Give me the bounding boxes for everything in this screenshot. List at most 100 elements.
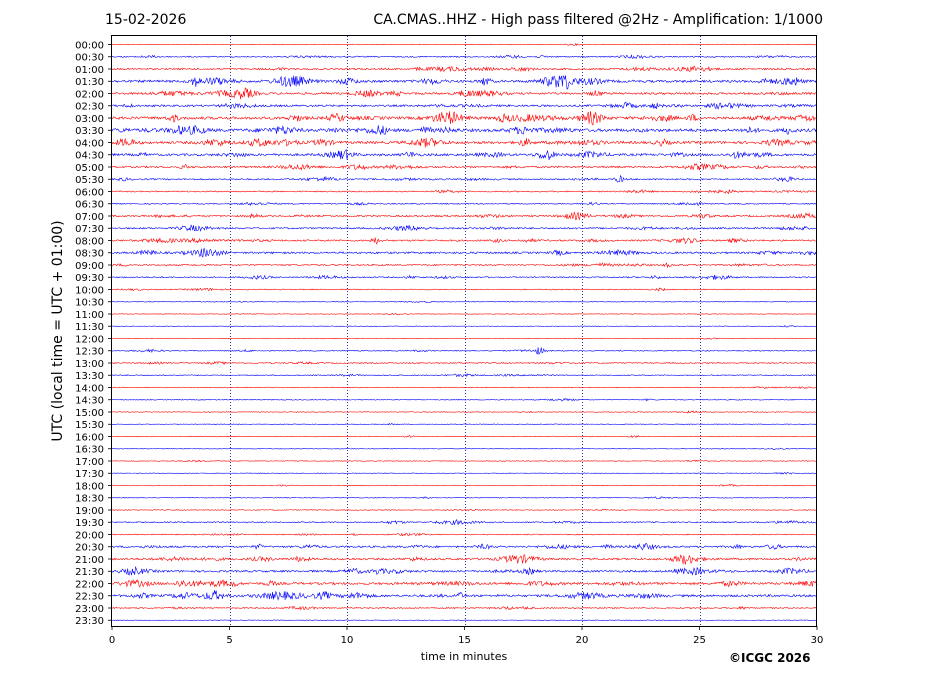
trace-row-2130	[111, 566, 818, 576]
trace-row-1730	[111, 471, 818, 475]
y-tick-label: 23:30	[75, 616, 104, 627]
trace-row-0030	[111, 53, 818, 60]
trace-row-0400	[111, 137, 818, 148]
y-tick-label: 23:00	[75, 604, 104, 615]
x-tick-label: 20	[576, 635, 589, 646]
y-tick-label: 05:00	[75, 163, 104, 174]
trace-row-1830	[111, 496, 818, 500]
y-tick-label: 17:30	[75, 469, 104, 480]
y-tick-label: 12:30	[75, 347, 104, 358]
y-tick-label: 11:30	[75, 322, 104, 333]
y-tick-label: 15:30	[75, 420, 104, 431]
y-tick-label: 01:00	[75, 65, 104, 76]
trace-row-1030	[111, 300, 818, 303]
trace-row-0730	[111, 224, 818, 232]
y-tick-label: 15:00	[75, 408, 104, 419]
x-tick-label: 25	[693, 635, 706, 646]
trace-row-1400	[112, 386, 818, 389]
trace-row-1630	[111, 447, 818, 451]
trace-row-0800	[111, 237, 818, 245]
y-tick-label: 03:00	[75, 114, 104, 125]
trace-row-1300	[111, 361, 818, 365]
y-tick-label: 09:00	[75, 261, 104, 272]
y-tick-label: 00:30	[75, 53, 104, 64]
trace-row-2330	[111, 619, 818, 622]
y-tick-label: 06:30	[75, 200, 104, 211]
y-tick-label: 17:00	[75, 457, 104, 468]
plot-frame	[111, 35, 817, 627]
credit-label: ©ICGC 2026	[729, 651, 811, 665]
station-title: CA.CMAS..HHZ - High pass filtered @2Hz -…	[373, 12, 823, 28]
y-tick-label: 12:00	[75, 334, 104, 345]
trace-row-0530	[111, 174, 818, 183]
y-tick-label: 18:30	[75, 494, 104, 505]
y-tick-label: 03:30	[75, 126, 104, 137]
y-tick-label: 04:00	[75, 138, 104, 149]
y-tick-label: 09:30	[75, 273, 104, 284]
trace-rows	[111, 42, 818, 622]
y-tick-label: 10:00	[75, 285, 104, 296]
y-tick-label: 11:00	[75, 310, 104, 321]
trace-row-0300	[111, 111, 818, 126]
y-tick-label: 01:30	[75, 77, 104, 88]
trace-row-0630	[111, 201, 818, 207]
trace-row-0600	[111, 189, 818, 195]
y-tick-label: 07:30	[75, 224, 104, 235]
trace-row-0900	[111, 262, 818, 269]
trace-row-1000	[111, 287, 818, 292]
y-tick-label: 14:00	[75, 383, 104, 394]
trace-row-1230	[111, 347, 818, 355]
y-tick-label: 10:30	[75, 298, 104, 309]
y-tick-label: 20:30	[75, 543, 104, 554]
x-tick-label: 15	[458, 635, 471, 646]
trace-row-1900	[111, 508, 818, 512]
x-tick-label: 30	[811, 635, 824, 646]
y-tick-label: 18:00	[75, 481, 104, 492]
x-axis-label: time in minutes	[421, 650, 508, 663]
trace-row-0130	[111, 75, 818, 90]
trace-row-2100	[111, 554, 818, 565]
trace-row-1100	[111, 312, 818, 316]
y-tick-label: 14:30	[75, 396, 104, 407]
y-tick-label: 06:00	[75, 187, 104, 198]
y-tick-label: 19:30	[75, 518, 104, 529]
y-tick-label: 13:30	[75, 371, 104, 382]
trace-row-1600	[111, 435, 818, 439]
trace-row-2230	[111, 590, 818, 601]
y-tick-label: 02:30	[75, 102, 104, 113]
date-label: 15-02-2026	[105, 12, 187, 28]
trace-row-0830	[111, 248, 818, 258]
trace-row-1500	[111, 410, 818, 414]
x-tick-label: 5	[226, 635, 232, 646]
trace-row-2200	[111, 578, 818, 588]
y-tick-label: 19:00	[75, 506, 104, 517]
trace-row-1700	[111, 459, 818, 463]
trace-row-1330	[111, 373, 818, 378]
x-axis-ticks: 0 5 10 15 20 25 30	[109, 626, 824, 646]
y-axis-label: UTC (local time = UTC + 01:00)	[50, 220, 66, 441]
trace-row-0930	[111, 274, 818, 281]
y-tick-label: 16:00	[75, 432, 104, 443]
y-tick-label: 20:00	[75, 530, 104, 541]
y-tick-label: 05:30	[75, 175, 104, 186]
y-tick-label: 04:30	[75, 151, 104, 162]
trace-row-0100	[111, 65, 818, 73]
y-tick-label: 00:00	[75, 40, 104, 51]
y-tick-label: 08:00	[75, 236, 104, 247]
y-tick-label: 21:30	[75, 567, 104, 578]
trace-row-2300	[111, 605, 818, 611]
trace-row-1130	[111, 325, 818, 328]
trace-row-0330	[111, 124, 818, 135]
trace-row-1930	[111, 518, 818, 526]
trace-row-0000	[111, 42, 818, 46]
trace-row-0500	[111, 162, 818, 171]
vertical-gridlines	[230, 36, 701, 626]
trace-row-1430	[111, 397, 818, 402]
y-tick-label: 07:00	[75, 212, 104, 223]
y-tick-label: 16:30	[75, 445, 104, 456]
trace-row-0430	[111, 148, 818, 161]
trace-row-0230	[111, 101, 818, 110]
trace-row-0700	[111, 211, 818, 221]
